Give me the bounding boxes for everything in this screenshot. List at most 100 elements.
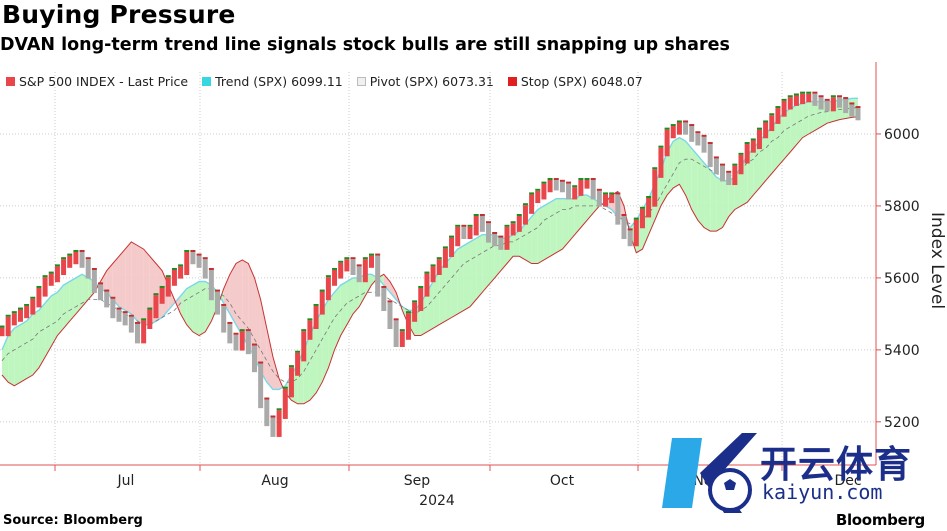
price-bar	[104, 291, 110, 308]
price-bar	[184, 251, 190, 276]
price-bar	[646, 198, 652, 218]
band-segment	[796, 103, 803, 145]
band-segment	[580, 195, 588, 228]
price-bar	[85, 259, 91, 279]
price-bar-cap	[467, 224, 473, 227]
price-bar-cap	[48, 271, 54, 274]
legend-swatch-price	[6, 76, 15, 86]
price-bar-cap	[251, 343, 257, 346]
price-bar-cap	[171, 267, 177, 270]
price-bar	[424, 273, 430, 297]
price-bar-cap	[73, 249, 79, 252]
price-bar	[436, 259, 442, 276]
band-segment	[20, 321, 27, 383]
band-segment	[334, 285, 341, 350]
legend-item-price[interactable]: S&P 500 INDEX - Last Price	[6, 74, 188, 89]
band-segment	[488, 234, 495, 286]
legend-item-stop[interactable]: Stop (SPX) 6048.07	[507, 74, 643, 89]
band-segment	[790, 105, 797, 152]
price-bar	[522, 205, 528, 225]
price-bar-cap	[547, 178, 553, 181]
price-bar	[153, 295, 159, 319]
price-bar-cap	[424, 271, 430, 274]
band-segment	[322, 299, 329, 383]
price-bar-cap	[720, 163, 726, 166]
price-bar	[750, 140, 756, 153]
band-segment	[137, 245, 144, 325]
price-bar	[676, 122, 682, 135]
price-bar-cap	[812, 91, 818, 94]
legend-item-trend[interactable]: Trend (SPX) 6099.11	[202, 74, 343, 89]
price-bar-cap	[529, 192, 535, 195]
band-segment	[236, 259, 243, 336]
price-bar	[787, 97, 793, 110]
price-bar-cap	[516, 214, 522, 217]
band-segment	[704, 162, 711, 232]
price-bar	[615, 194, 621, 225]
price-bar-cap	[707, 142, 713, 145]
price-bar-cap	[621, 214, 627, 217]
price-bar-cap	[79, 249, 85, 252]
band-segment	[389, 281, 397, 300]
price-bar-cap	[492, 231, 498, 234]
price-bar-cap	[282, 386, 288, 389]
band-segment	[8, 328, 15, 386]
price-bar	[658, 147, 664, 178]
band-segment	[51, 292, 58, 347]
price-bar-cap	[658, 145, 664, 148]
price-bar	[288, 367, 294, 398]
x-tick-label: Aug	[261, 473, 288, 489]
price-bar	[134, 323, 140, 344]
price-bar-cap	[301, 329, 307, 332]
price-bar	[572, 187, 578, 200]
price-bar-cap	[208, 267, 214, 270]
price-bar-cap	[695, 131, 701, 134]
band-segment	[777, 112, 785, 167]
band-segment	[266, 328, 273, 390]
price-bar-cap	[535, 188, 541, 191]
price-bar	[504, 226, 510, 250]
price-bar-cap	[615, 192, 621, 195]
price-bar	[227, 323, 233, 344]
stop-line	[1, 116, 859, 405]
price-bar-cap	[744, 142, 750, 145]
price-bar-cap	[319, 289, 325, 292]
price-bar	[171, 269, 177, 286]
price-bar-cap	[553, 178, 559, 181]
price-bar	[689, 126, 695, 142]
price-bar	[584, 180, 590, 189]
band-segment	[784, 108, 791, 160]
price-bar-cap	[245, 329, 251, 332]
price-bar-cap	[313, 303, 319, 306]
band-segment	[716, 177, 723, 232]
price-bar	[128, 316, 134, 333]
watermark-url: kaiyun.com	[762, 480, 883, 504]
price-bar-cap	[596, 188, 602, 191]
price-bar	[732, 165, 738, 186]
price-bar-cap	[750, 138, 756, 141]
price-bar	[818, 97, 824, 110]
band-segment	[199, 281, 206, 336]
price-bar	[455, 226, 461, 247]
price-bar-cap	[165, 275, 171, 278]
price-bar-cap	[609, 192, 615, 195]
y-tick-label: 5200	[884, 415, 920, 431]
price-bar-cap	[590, 178, 596, 181]
price-bar	[769, 115, 775, 132]
price-bar-cap	[104, 289, 110, 292]
price-bar-cap	[713, 156, 719, 159]
band-segment	[513, 231, 520, 257]
price-bar	[793, 95, 799, 106]
price-bar	[855, 108, 861, 121]
price-bar-cap	[0, 325, 5, 328]
price-bar	[683, 122, 689, 135]
legend-item-pivot[interactable]: Pivot (SPX) 6073.31	[356, 74, 494, 89]
price-bar	[122, 313, 128, 326]
price-bar-cap	[412, 300, 418, 303]
price-bar-cap	[239, 329, 245, 332]
price-bar	[430, 266, 436, 283]
price-bar-cap	[849, 102, 855, 105]
band-segment	[722, 180, 729, 228]
price-bar-cap	[603, 192, 609, 195]
